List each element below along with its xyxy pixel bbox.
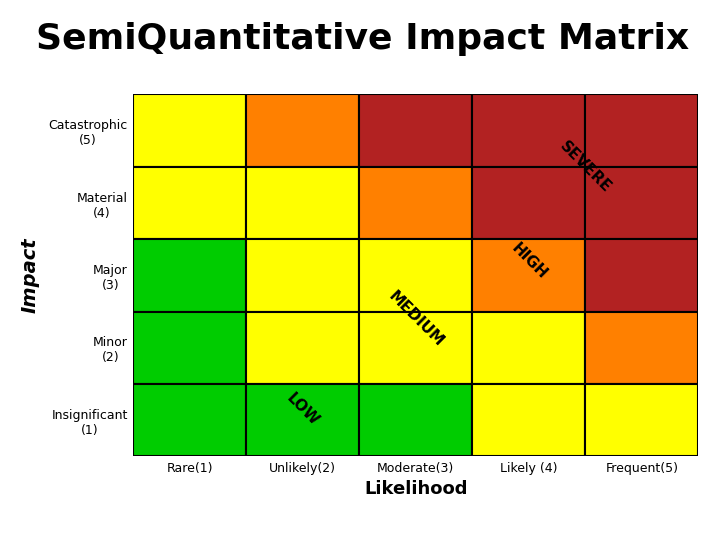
Text: SEVERE: SEVERE xyxy=(557,138,614,195)
Bar xyxy=(359,167,472,239)
Bar xyxy=(585,312,698,384)
Bar xyxy=(133,94,246,167)
Bar xyxy=(133,239,246,312)
X-axis label: Likelihood: Likelihood xyxy=(364,481,467,498)
Bar xyxy=(359,239,472,312)
Bar xyxy=(359,384,472,456)
Y-axis label: Impact: Impact xyxy=(21,238,40,313)
Bar xyxy=(359,94,472,167)
Bar xyxy=(133,167,246,239)
Text: SemiQuantitative Impact Matrix: SemiQuantitative Impact Matrix xyxy=(36,22,689,56)
Bar xyxy=(359,312,472,384)
Bar xyxy=(472,94,585,167)
Bar xyxy=(246,167,359,239)
Bar xyxy=(246,239,359,312)
Bar xyxy=(585,239,698,312)
Bar xyxy=(246,312,359,384)
Bar xyxy=(246,94,359,167)
Bar xyxy=(472,312,585,384)
Bar xyxy=(585,167,698,239)
Bar xyxy=(472,167,585,239)
Bar xyxy=(133,312,246,384)
Bar xyxy=(246,384,359,456)
Bar xyxy=(472,239,585,312)
Bar xyxy=(472,384,585,456)
Text: LOW: LOW xyxy=(284,390,322,428)
Bar xyxy=(585,384,698,456)
Text: MEDIUM: MEDIUM xyxy=(385,288,446,349)
Bar xyxy=(585,94,698,167)
Text: HIGH: HIGH xyxy=(508,240,549,282)
Bar xyxy=(133,384,246,456)
